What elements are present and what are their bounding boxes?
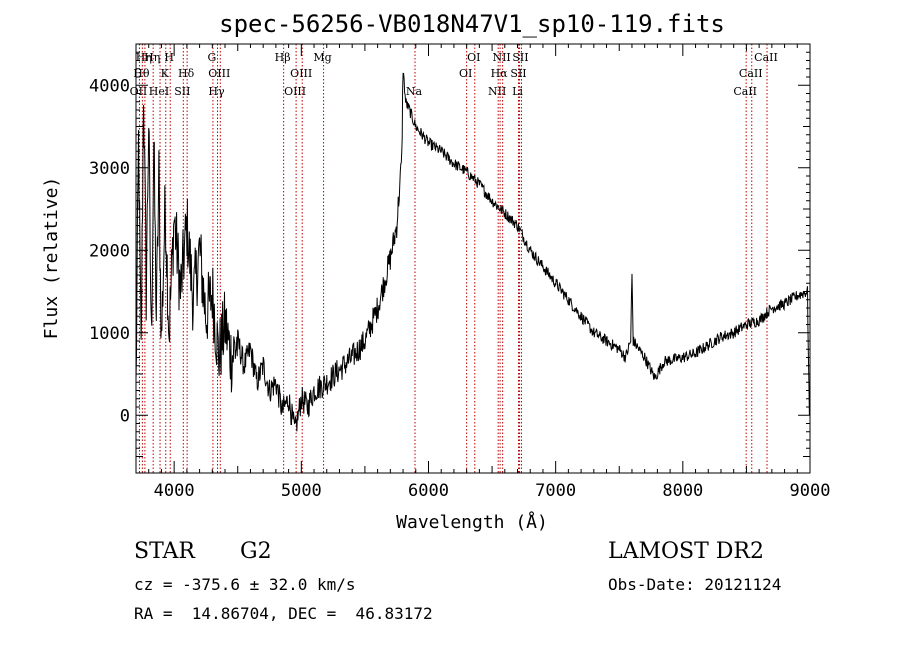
x-tick-label: 9000	[790, 481, 831, 501]
spectral-line-label: Mg	[313, 51, 331, 64]
spectral-line-label: OI	[459, 67, 472, 80]
x-tick-label: 4000	[154, 481, 195, 501]
spectral-line-label: SII	[174, 85, 190, 98]
spectral-line-label: Na	[406, 85, 423, 98]
y-tick-label: 4000	[89, 76, 130, 96]
y-tick-label: 2000	[89, 241, 130, 261]
spectral-lines	[138, 44, 768, 473]
spectral-line-label: OII	[130, 85, 148, 98]
spectrum-line	[135, 72, 810, 432]
spectral-line-labels: OIIHθHηHηHeIKHSIIHδGHγOIIIHβOIIIOIIIMgNa…	[130, 51, 778, 98]
x-axis: 4000 5000 6000 7000 8000 9000	[135, 44, 831, 501]
spectral-line-label: NII	[492, 51, 510, 64]
x-tick-label: 5000	[281, 481, 322, 501]
x-tick-label: 6000	[408, 481, 449, 501]
redshift-text: cz = -375.6 ± 32.0 km/s	[134, 575, 356, 594]
survey-name: LAMOST DR2	[608, 539, 764, 564]
spectral-line-label: CaII	[733, 85, 757, 98]
spectral-line-label: CaII	[739, 67, 763, 80]
spectral-line-label: Hγ	[208, 85, 225, 98]
y-tick-label: 0	[120, 406, 130, 426]
spectral-line-label: K	[161, 67, 170, 80]
x-tick-label: 8000	[662, 481, 703, 501]
spectral-line-label: Hη	[144, 51, 160, 64]
x-tick-label: 7000	[535, 481, 576, 501]
spectral-line-label: NII	[488, 85, 506, 98]
y-tick-label: 1000	[89, 324, 130, 344]
chart-title: spec-56256-VB018N47V1_sp10-119.fits	[219, 10, 725, 38]
spectral-line-label: OI	[467, 51, 480, 64]
spectral-line-label: H	[164, 51, 174, 64]
obs-date-text: Obs-Date: 20121124	[608, 575, 782, 594]
y-axis: 0 1000 2000 3000 4000	[89, 43, 810, 457]
y-tick-label: 3000	[89, 159, 130, 179]
spectral-line-label: Hδ	[178, 67, 195, 80]
spectral-line-label: Hα	[491, 67, 509, 80]
spectral-line-label: OIII	[208, 67, 230, 80]
plot-frame	[135, 43, 811, 474]
spectral-line-label: G	[208, 51, 217, 64]
subclass: G2	[240, 539, 272, 564]
spectral-line-label: OIII	[290, 67, 312, 80]
coordinates-text: RA = 14.86704, DEC = 46.83172	[134, 604, 433, 623]
spectral-line-label: OIII	[284, 85, 306, 98]
spectral-line-label: SII	[512, 51, 528, 64]
x-axis-label: Wavelength (Å)	[396, 511, 548, 533]
object-class: STAR	[134, 539, 195, 564]
y-axis-label: Flux (relative)	[41, 177, 62, 340]
spectral-line-label: CaII	[754, 51, 778, 64]
spectral-line-label: Li	[512, 85, 523, 98]
spectral-line-label: Hβ	[275, 51, 291, 64]
spectral-line-label: HeI	[149, 85, 169, 98]
spectrum	[135, 72, 810, 432]
spectral-line-label: SII	[510, 67, 526, 80]
